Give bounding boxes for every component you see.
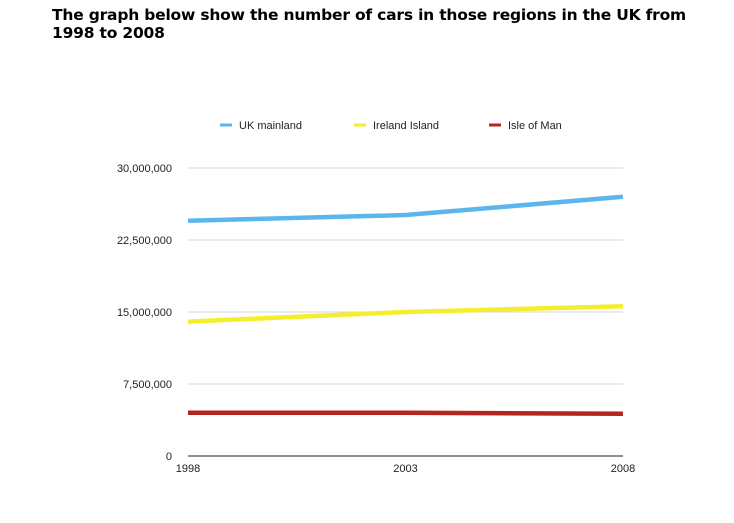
y-axis: 0 7,500,000 15,000,000 22,500,000 30,000,000 — [117, 163, 172, 463]
legend-label-uk-mainland: UK mainland — [239, 120, 302, 132]
x-axis: 1998 2003 2008 — [176, 455, 635, 475]
series-line-uk-mainland — [187, 194, 624, 224]
x-tick-label: 2003 — [393, 463, 417, 475]
series-line-ireland-island — [187, 303, 624, 324]
legend-label-isle-of-man: Isle of Man — [508, 120, 562, 132]
y-tick-label: 0 — [166, 451, 172, 463]
series-lines — [187, 194, 624, 417]
x-tick-label: 1998 — [176, 463, 200, 475]
y-tick-label: 22,500,000 — [117, 235, 172, 247]
legend-label-ireland-island: Ireland Island — [373, 120, 439, 132]
legend: UK mainland Ireland Island Isle of Man — [220, 120, 562, 132]
y-tick-label: 15,000,000 — [117, 307, 172, 319]
y-tick-label: 7,500,000 — [123, 379, 172, 391]
y-tick-label: 30,000,000 — [117, 163, 172, 175]
series-line-isle-of-man — [188, 410, 624, 417]
chart-heading: The graph below show the number of cars … — [52, 6, 686, 42]
x-tick-label: 2008 — [611, 463, 635, 475]
